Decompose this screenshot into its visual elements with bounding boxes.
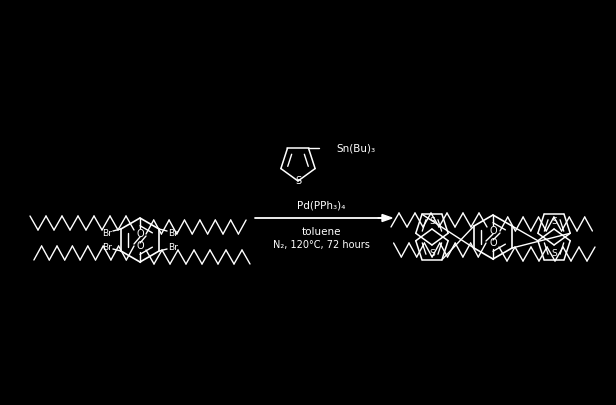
Text: Br: Br <box>102 228 112 237</box>
Text: O: O <box>489 238 497 248</box>
Text: S: S <box>429 217 435 226</box>
Text: Br: Br <box>168 228 178 237</box>
Text: Br: Br <box>102 243 112 252</box>
Text: S: S <box>295 176 301 186</box>
Text: O: O <box>489 226 497 236</box>
Text: O: O <box>136 229 144 239</box>
FancyArrow shape <box>378 215 392 222</box>
Text: N₂, 120°C, 72 hours: N₂, 120°C, 72 hours <box>272 240 370 250</box>
Text: S: S <box>551 249 557 258</box>
Text: S: S <box>429 249 435 258</box>
Text: toluene: toluene <box>301 227 341 237</box>
Text: Sn(Bu)₃: Sn(Bu)₃ <box>336 143 376 153</box>
Text: Br: Br <box>168 243 178 252</box>
Text: O: O <box>136 241 144 251</box>
Text: S: S <box>551 217 557 226</box>
Text: Pd(PPh₃)₄: Pd(PPh₃)₄ <box>297 201 345 211</box>
